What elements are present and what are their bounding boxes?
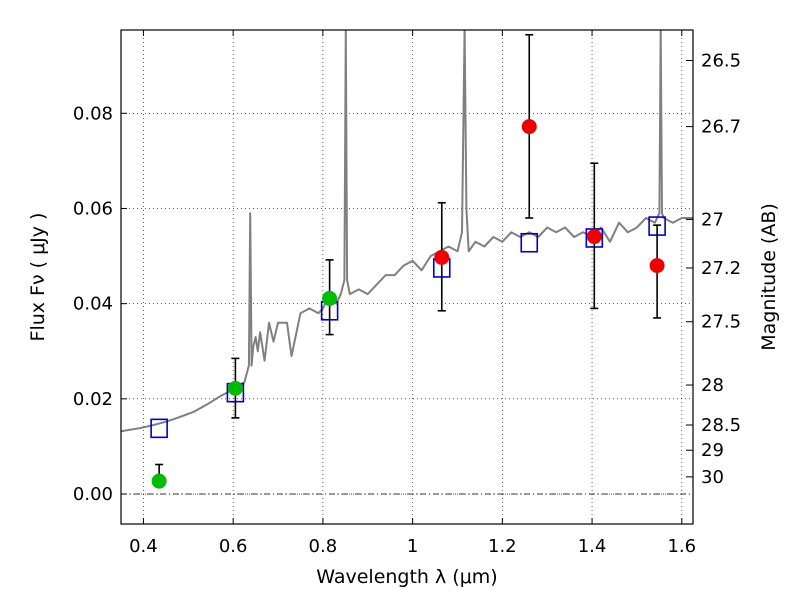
red-data-point bbox=[521, 119, 537, 135]
plot-background bbox=[121, 30, 693, 524]
y-tick-label: 0.04 bbox=[73, 294, 113, 315]
right-tick-label: 26.5 bbox=[701, 50, 741, 71]
y-tick-label: 0.08 bbox=[73, 103, 113, 124]
red-data-point bbox=[649, 258, 665, 274]
model-square bbox=[150, 418, 168, 439]
right-tick-label: 29 bbox=[701, 440, 724, 461]
x-tick-label: 0.4 bbox=[129, 536, 158, 557]
red-data-point bbox=[434, 249, 450, 265]
y-axis-label: Flux Fν ( μJy ) bbox=[27, 213, 49, 342]
green-data-point bbox=[227, 380, 243, 396]
x-tick-label: 1.2 bbox=[488, 536, 517, 557]
tick-marks bbox=[121, 30, 693, 524]
x-tick-label: 0.8 bbox=[309, 536, 338, 557]
right-tick-label: 26.7 bbox=[701, 117, 741, 138]
right-tick-label: 27.5 bbox=[701, 312, 741, 333]
green-data-point bbox=[151, 473, 167, 489]
x-tick-label: 1 bbox=[407, 536, 418, 557]
y-tick-label: 0.02 bbox=[73, 389, 113, 410]
x-tick-label: 0.6 bbox=[219, 536, 248, 557]
red-data-point bbox=[586, 229, 602, 245]
green-data-point bbox=[322, 290, 338, 306]
y-tick-label: 0.06 bbox=[73, 198, 113, 219]
right-tick-label: 28 bbox=[701, 375, 724, 396]
tick-labels: 0.4 0.6 0.8 1 1.2 1.4 1.6 0.00 0.02 0.04 0.06 0.08 2… bbox=[73, 50, 741, 557]
right-axis-label: Magnitude (AB) bbox=[758, 203, 780, 351]
right-tick-label: 28.5 bbox=[701, 415, 741, 436]
x-tick-label: 1.4 bbox=[578, 536, 607, 557]
x-axis-label: Wavelength λ (μm) bbox=[316, 566, 497, 588]
y-tick-label: 0.00 bbox=[73, 484, 113, 505]
model-square bbox=[520, 232, 539, 253]
right-tick-label: 27 bbox=[701, 209, 724, 230]
plot-frame bbox=[120, 29, 694, 525]
grid bbox=[121, 30, 693, 524]
x-tick-label: 1.6 bbox=[667, 536, 696, 557]
right-tick-label: 27.2 bbox=[701, 258, 741, 279]
right-tick-label: 30 bbox=[701, 467, 724, 488]
data-layer bbox=[121, 30, 693, 489]
